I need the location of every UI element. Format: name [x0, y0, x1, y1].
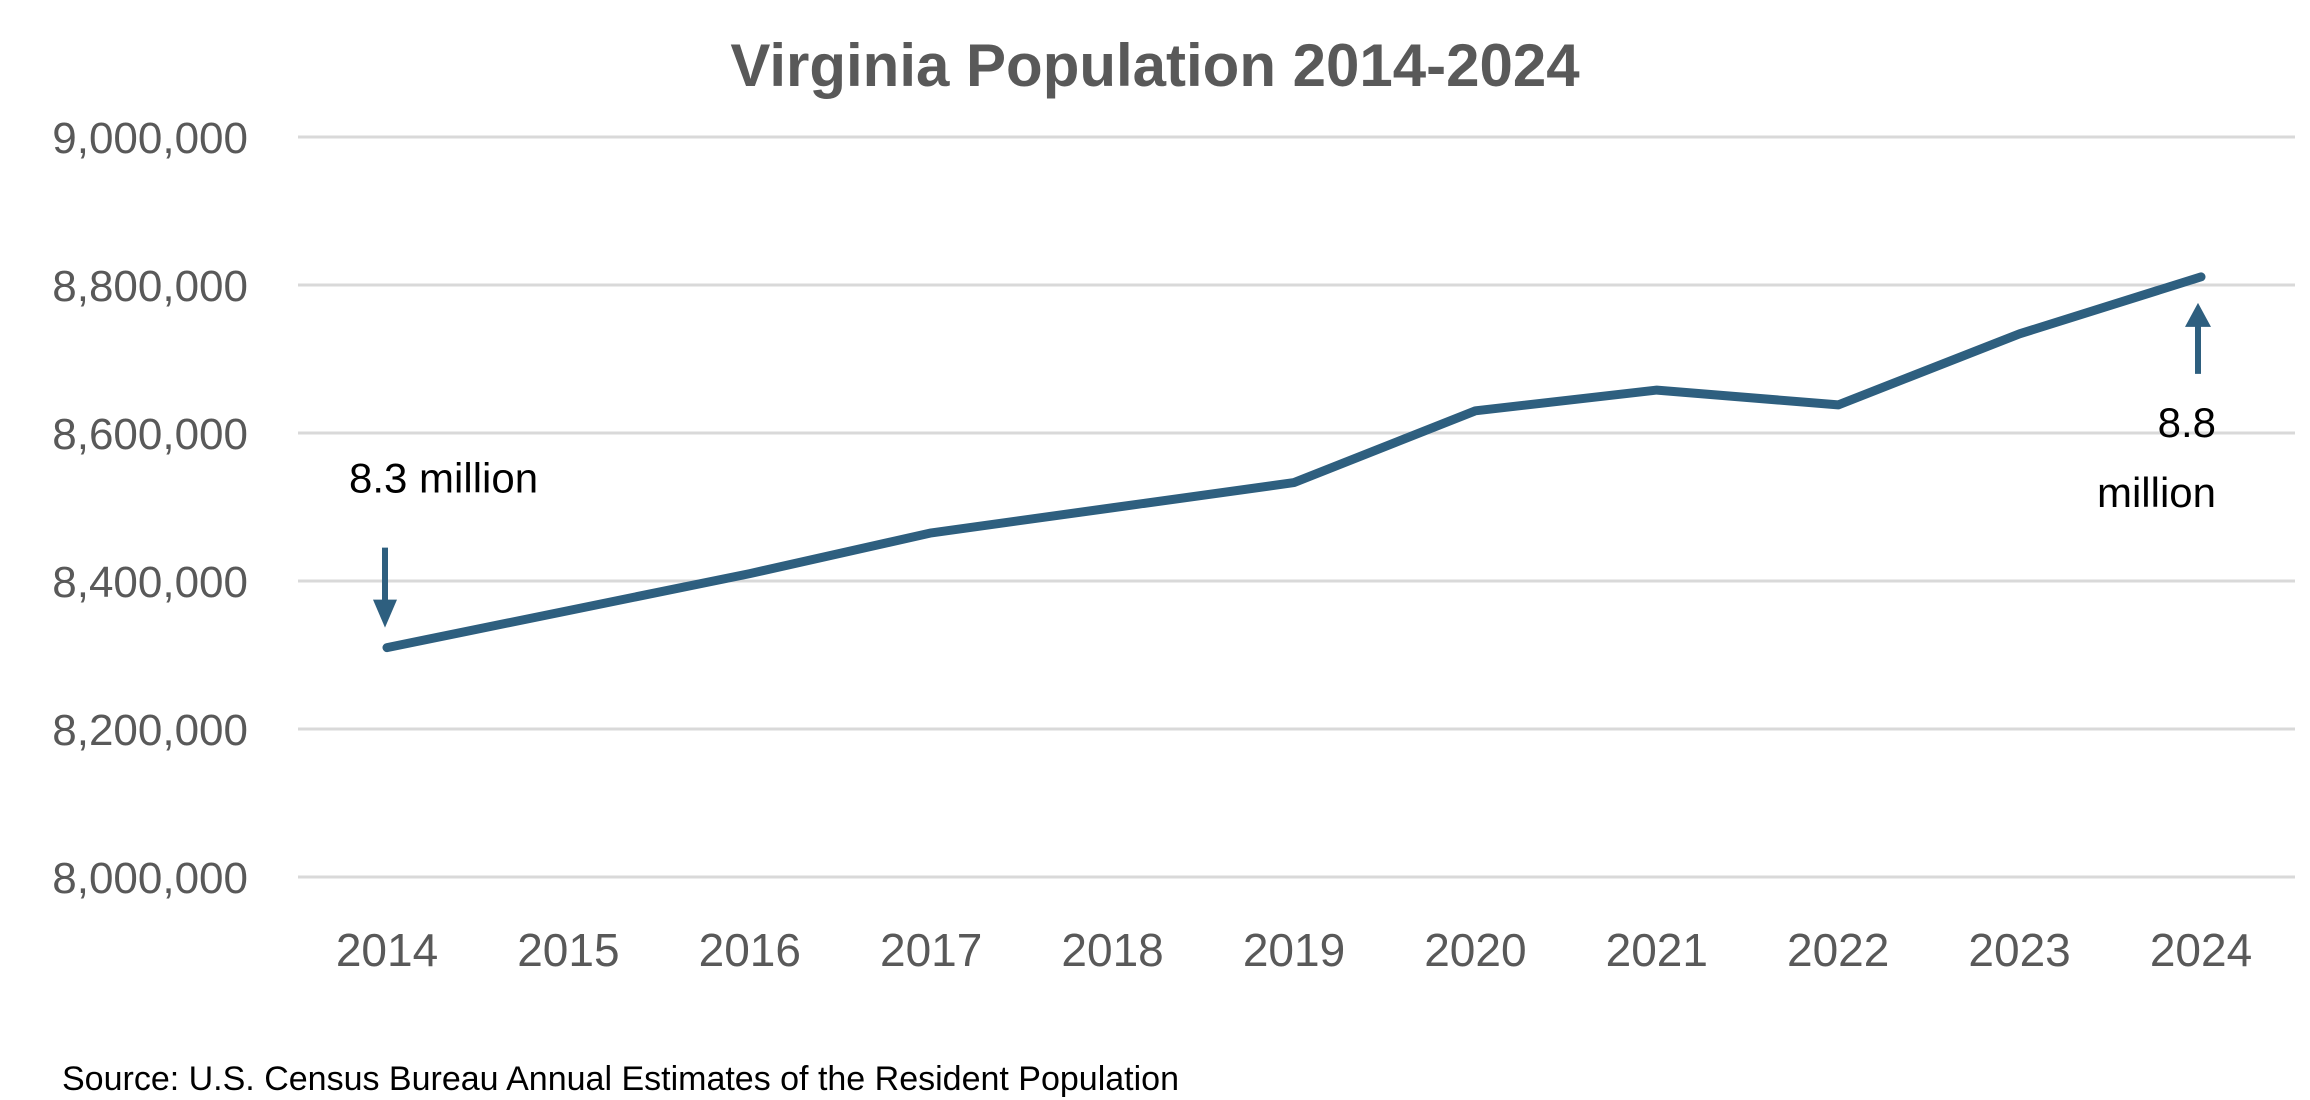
- y-tick-label: 8,000,000: [52, 854, 248, 903]
- x-tick-label: 2016: [699, 924, 801, 976]
- arrow-up-icon: [2185, 302, 2211, 327]
- annotations: 8.3 million 8.8 million: [349, 302, 2216, 628]
- x-tick-label: 2018: [1061, 924, 1163, 976]
- x-axis-ticks: 2014 2015 2016 2017 2018 2019 2020 2021 2022 2023…: [336, 924, 2252, 976]
- x-tick-label: 2019: [1243, 924, 1345, 976]
- x-tick-label: 2022: [1787, 924, 1889, 976]
- y-tick-label: 8,400,000: [52, 558, 248, 607]
- x-tick-label: 2014: [336, 924, 438, 976]
- source-note: Source: U.S. Census Bureau Annual Estima…: [62, 1060, 1179, 1098]
- y-tick-label: 8,800,000: [52, 262, 248, 311]
- y-axis-ticks: 8,000,000 8,200,000 8,400,000 8,600,000 8,80…: [52, 114, 248, 903]
- x-tick-label: 2023: [1968, 924, 2070, 976]
- series: [382, 272, 2206, 653]
- x-tick-label: 2017: [880, 924, 982, 976]
- chart-title: Virginia Population 2014-2024: [730, 32, 1580, 99]
- y-tick-label: 8,200,000: [52, 706, 248, 755]
- annotation-label: million: [2097, 469, 2216, 516]
- series-line: [382, 272, 2206, 653]
- arrow-down-icon: [373, 599, 397, 628]
- x-tick-label: 2020: [1424, 924, 1526, 976]
- x-tick-label: 2015: [517, 924, 619, 976]
- y-tick-label: 8,600,000: [52, 410, 248, 459]
- x-tick-label: 2024: [2150, 924, 2252, 976]
- gridlines: [298, 135, 2295, 879]
- x-tick-label: 2021: [1606, 924, 1708, 976]
- annotation-label: 8.8: [2158, 399, 2216, 446]
- annotation-label: 8.3 million: [349, 455, 538, 502]
- y-tick-label: 9,000,000: [52, 114, 248, 163]
